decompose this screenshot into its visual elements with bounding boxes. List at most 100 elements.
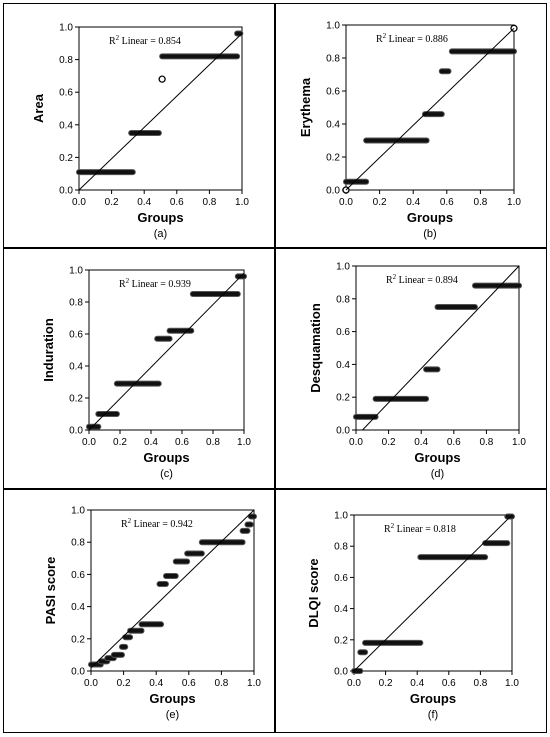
panel-e: 0.0 0.2 0.4 0.6 0.8 1.0 0.0 0.2 0.4 0.6 0.8 1.0 R2 L…	[3, 489, 275, 733]
y-tick-label: 1.0	[326, 21, 340, 32]
y-tick-label: 0.4	[336, 360, 350, 371]
x-axis-title: Groups	[410, 691, 456, 706]
x-tick-label: 0.0	[84, 678, 98, 689]
x-tick-label: 1.0	[237, 437, 251, 448]
fit-line	[78, 33, 243, 191]
plot-frame	[90, 509, 255, 672]
y-tick-label: 0.8	[334, 542, 348, 553]
y-tick-label: 0.0	[334, 667, 348, 678]
x-tick-label: 0.4	[410, 678, 424, 689]
x-axis-title: Groups	[137, 210, 183, 225]
x-tick-label: 0.2	[117, 678, 131, 689]
x-tick-label: 0.4	[406, 197, 420, 208]
r-squared-label: R2 Linear = 0.886	[376, 32, 448, 45]
x-tick-label: 0.6	[170, 197, 184, 208]
scatter-plot: 0.0 0.2 0.4 0.6 0.8 1.0 0.0 0.2 0.4 0.6 0.8 1.0 R2 L…	[41, 266, 251, 481]
r-squared-label: R2 Linear = 0.942	[121, 517, 193, 530]
x-tick-label: 0.8	[479, 437, 493, 448]
x-axis-title: Groups	[143, 450, 189, 465]
panel-c: 0.0 0.2 0.4 0.6 0.8 1.0 0.0 0.2 0.4 0.6 0.8 1.0 R2 L…	[3, 248, 275, 489]
x-tick-label: 0.4	[149, 678, 163, 689]
panel-a: 0.0 0.2 0.4 0.6 0.8 1.0 0.0 0.2 0.4 0.6 0.8 1.0 R2 L…	[3, 3, 275, 248]
x-tick-label: 0.8	[473, 197, 487, 208]
y-tick-label: 0.0	[336, 426, 350, 437]
y-tick-label: 0.0	[69, 426, 83, 437]
scatter-plot: 0.0 0.2 0.4 0.6 0.8 1.0 0.0 0.2 0.4 0.6 0.8 1.0 R2 L…	[306, 511, 519, 722]
x-tick-label: 0.2	[382, 437, 396, 448]
plot-frame	[88, 269, 245, 431]
plot-frame	[78, 26, 243, 191]
x-tick-label: 0.2	[379, 678, 393, 689]
x-tick-label: 1.0	[507, 197, 521, 208]
y-tick-label: 0.4	[334, 604, 348, 615]
scatter-plot: 0.0 0.2 0.4 0.6 0.8 1.0 0.0 0.2 0.4 0.6 0.8 1.0 R2 L…	[43, 506, 261, 722]
y-tick-label: 1.0	[69, 266, 83, 277]
y-tick-label: 0.6	[326, 87, 340, 98]
x-tick-label: 0.8	[202, 197, 216, 208]
fit-line	[353, 514, 513, 672]
y-tick-label: 0.8	[59, 55, 73, 66]
data-point	[158, 75, 166, 83]
fit-line	[345, 27, 515, 191]
panel-label: (b)	[423, 228, 436, 240]
y-tick-label: 0.6	[69, 330, 83, 341]
y-tick-label: 0.2	[59, 153, 73, 164]
fit-line	[88, 272, 245, 431]
x-tick-label: 0.0	[347, 678, 361, 689]
y-tick-label: 0.2	[336, 393, 350, 404]
y-tick-label: 1.0	[71, 506, 85, 517]
y-tick-label: 0.4	[69, 362, 83, 373]
r-squared-label: R2 Linear = 0.939	[119, 277, 191, 290]
plot-frame	[353, 514, 513, 672]
y-tick-label: 0.4	[326, 120, 340, 131]
x-tick-label: 0.8	[206, 437, 220, 448]
y-tick-label: 0.2	[334, 635, 348, 646]
panel-f: 0.0 0.2 0.4 0.6 0.8 1.0 0.0 0.2 0.4 0.6 0.8 1.0 R2 L…	[275, 489, 547, 733]
y-tick-label: 0.8	[69, 298, 83, 309]
y-tick-label: 1.0	[336, 262, 350, 273]
y-tick-label: 0.6	[334, 573, 348, 584]
x-tick-label: 0.0	[72, 197, 86, 208]
r-squared-label: R2 Linear = 0.818	[384, 522, 456, 535]
r-squared-label: R2 Linear = 0.854	[109, 34, 181, 47]
x-tick-label: 0.0	[349, 437, 363, 448]
x-tick-label: 0.2	[105, 197, 119, 208]
y-tick-label: 0.6	[336, 327, 350, 338]
panel-label: (a)	[154, 228, 167, 240]
x-axis-title: Groups	[407, 210, 453, 225]
scatter-plot: 0.0 0.2 0.4 0.6 0.8 1.0 0.0 0.2 0.4 0.6 0.8 1.0 R2 L…	[31, 23, 249, 241]
scatter-plot: 0.0 0.2 0.4 0.6 0.8 1.0 0.0 0.2 0.4 0.6 0.8 1.0 R2 L…	[298, 21, 521, 241]
y-axis-title: DLQI score	[306, 558, 321, 627]
x-tick-label: 0.8	[473, 678, 487, 689]
y-tick-label: 0.2	[71, 634, 85, 645]
plot-frame	[345, 24, 515, 191]
panel-label: (c)	[160, 468, 173, 480]
x-tick-label: 0.4	[414, 437, 428, 448]
x-tick-label: 0.0	[82, 437, 96, 448]
y-axis-title: Area	[31, 93, 46, 123]
y-tick-label: 0.0	[326, 186, 340, 197]
x-tick-label: 0.6	[440, 197, 454, 208]
y-tick-label: 0.8	[336, 294, 350, 305]
x-tick-label: 0.6	[447, 437, 461, 448]
y-tick-label: 0.6	[59, 88, 73, 99]
panel-label: (f)	[428, 709, 438, 721]
x-tick-label: 1.0	[235, 197, 249, 208]
x-tick-label: 1.0	[512, 437, 526, 448]
x-tick-label: 0.6	[442, 678, 456, 689]
y-axis-title: Erythema	[298, 77, 313, 137]
y-tick-label: 0.8	[71, 538, 85, 549]
y-tick-label: 1.0	[59, 23, 73, 34]
y-tick-label: 0.0	[71, 667, 85, 678]
fit-line	[362, 265, 520, 431]
plot-frame	[355, 265, 520, 431]
panel-label: (d)	[431, 468, 444, 480]
x-tick-label: 1.0	[247, 678, 261, 689]
y-axis-title: PASI score	[43, 557, 58, 625]
x-tick-label: 0.6	[175, 437, 189, 448]
x-tick-label: 0.4	[137, 197, 151, 208]
x-tick-label: 0.0	[339, 197, 353, 208]
fit-line	[90, 509, 255, 669]
x-tick-label: 0.6	[182, 678, 196, 689]
